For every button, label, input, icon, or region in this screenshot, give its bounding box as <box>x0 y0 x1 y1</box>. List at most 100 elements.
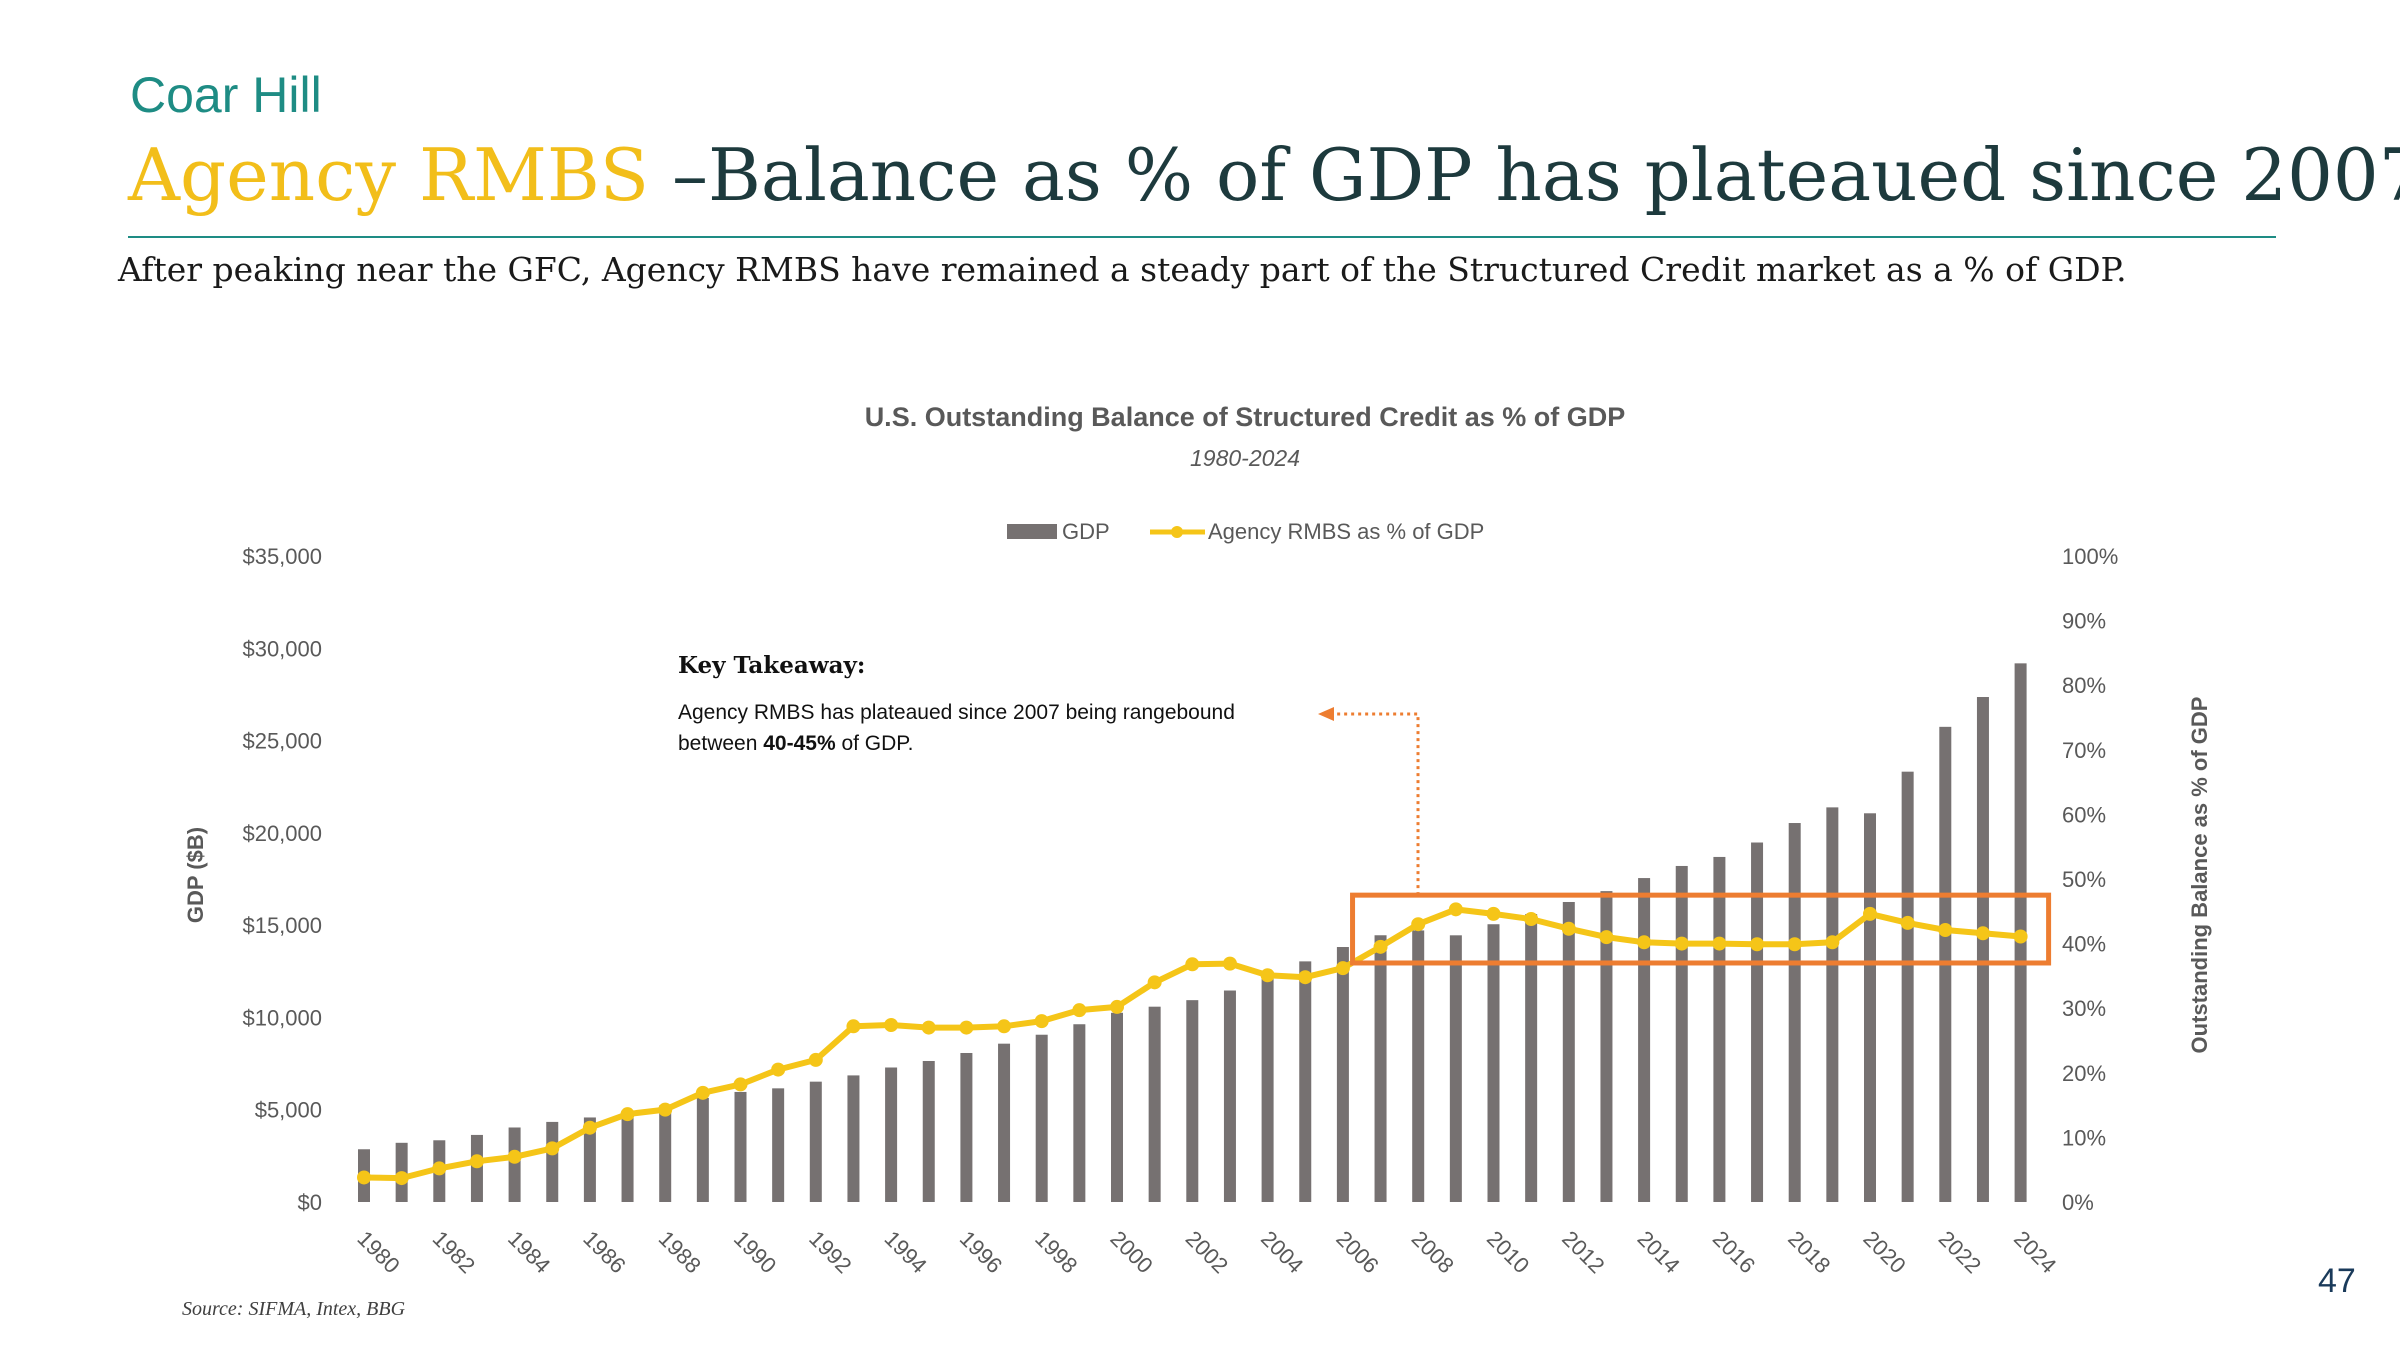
gdp-bar-2006 <box>1336 947 1349 1202</box>
rmbs-point-1993 <box>846 1019 861 1034</box>
x-tick-label: 1980 <box>352 1226 404 1278</box>
takeaway-title: Key Takeaway: <box>678 652 866 679</box>
gdp-bar-1989 <box>696 1097 709 1202</box>
gdp-bar-1988 <box>659 1105 672 1202</box>
x-tick-label: 1984 <box>503 1226 555 1278</box>
rmbs-points <box>357 902 2028 1186</box>
rmbs-point-1999 <box>1072 1003 1087 1018</box>
y-right-tick-label: 20% <box>2062 1061 2106 1086</box>
y-right-tick-label: 100% <box>2062 544 2118 569</box>
x-tick-label: 1986 <box>578 1226 630 1278</box>
y-left-tick-label: $25,000 <box>242 729 322 754</box>
y-right-tick-label: 0% <box>2062 1190 2094 1215</box>
rmbs-point-2014 <box>1637 935 1652 950</box>
legend-rmbs-marker <box>1171 526 1183 538</box>
gdp-bar-1983 <box>470 1134 483 1202</box>
rmbs-point-2006 <box>1335 961 1350 976</box>
gdp-bars <box>358 663 2027 1202</box>
gdp-bar-1984 <box>508 1127 521 1202</box>
gdp-bar-1995 <box>922 1060 935 1202</box>
title-rest: –Balance as % of GDP has plateaued since… <box>649 133 2400 217</box>
x-tick-label: 1992 <box>804 1226 856 1278</box>
rmbs-point-2012 <box>1561 921 1576 936</box>
rmbs-point-1992 <box>808 1052 823 1067</box>
rmbs-point-1989 <box>695 1085 710 1100</box>
x-tick-label: 1988 <box>654 1226 706 1278</box>
title-divider <box>128 236 2276 238</box>
x-tick-label: 1990 <box>729 1226 781 1278</box>
gdp-bar-1990 <box>734 1091 747 1202</box>
y-right-tick-label: 70% <box>2062 738 2106 763</box>
x-tick-label: 1996 <box>955 1226 1007 1278</box>
x-tick-label: 2016 <box>1708 1226 1760 1278</box>
gdp-bar-2014 <box>1638 878 1651 1202</box>
brand-name: Coar Hill <box>130 67 322 123</box>
x-tick-label: 1994 <box>880 1226 932 1278</box>
takeaway-body-text: Agency RMBS has plateaued since 2007 bei… <box>678 701 1235 755</box>
rmbs-point-1995 <box>921 1020 936 1035</box>
rmbs-point-1983 <box>469 1154 484 1169</box>
rmbs-point-2003 <box>1222 956 1237 971</box>
highlight-box <box>1350 892 2052 966</box>
x-axis-ticks: 1980 1982 1984 1986 1988 1990 1992 1994 1996 1998… <box>352 1226 2061 1278</box>
rmbs-point-1990 <box>733 1077 748 1092</box>
y-left-tick-label: $10,000 <box>242 1005 322 1030</box>
rmbs-point-2015 <box>1674 936 1689 951</box>
x-tick-label: 2024 <box>2009 1226 2061 1278</box>
gdp-bar-2011 <box>1525 914 1538 1202</box>
x-tick-label: 2010 <box>1482 1226 1534 1278</box>
x-tick-label: 2000 <box>1105 1226 1157 1278</box>
rmbs-point-2013 <box>1599 930 1614 945</box>
y-right-tick-label: 30% <box>2062 996 2106 1021</box>
x-tick-label: 1998 <box>1030 1226 1082 1278</box>
x-tick-label: 2012 <box>1557 1226 1609 1278</box>
gdp-bar-2000 <box>1111 1012 1123 1202</box>
rmbs-point-1996 <box>959 1020 974 1035</box>
rmbs-point-1986 <box>582 1120 597 1135</box>
gdp-bar-1985 <box>546 1121 559 1202</box>
rmbs-point-1994 <box>884 1017 899 1032</box>
chart-title: U.S. Outstanding Balance of Structured C… <box>865 402 1626 432</box>
rmbs-point-2007 <box>1373 939 1388 954</box>
y-axis-right-ticks: 0% 10% 20% 30% 40% 50% 60% 70% 80% 90% 100% <box>2062 544 2118 1215</box>
page-subtitle: After peaking near the GFC, Agency RMBS … <box>118 250 2127 289</box>
rmbs-point-1987 <box>620 1107 635 1122</box>
gdp-bar-2009 <box>1449 935 1462 1202</box>
y-left-tick-label: $30,000 <box>242 636 322 661</box>
y-right-tick-label: 60% <box>2062 802 2106 827</box>
rmbs-point-2002 <box>1185 957 1200 972</box>
rmbs-point-2017 <box>1750 937 1765 952</box>
gdp-bar-2016 <box>1713 856 1726 1202</box>
rmbs-point-2022 <box>1938 923 1953 938</box>
y-axis-left-ticks: $0 $5,000 $10,000 $15,000 $20,000 $25,000 $30,… <box>242 544 322 1215</box>
rmbs-point-1991 <box>771 1062 786 1077</box>
rmbs-point-2004 <box>1260 968 1275 983</box>
gdp-bar-2007 <box>1374 935 1387 1202</box>
rmbs-point-1982 <box>432 1161 447 1176</box>
rmbs-point-2008 <box>1411 917 1426 932</box>
gdp-bar-2001 <box>1148 1006 1161 1202</box>
gdp-bar-2005 <box>1299 961 1312 1202</box>
x-tick-label: 2004 <box>1256 1226 1308 1278</box>
rmbs-point-1980 <box>357 1170 371 1185</box>
rmbs-point-2001 <box>1147 975 1162 990</box>
gdp-bar-2017 <box>1751 842 1764 1202</box>
rmbs-point-1998 <box>1034 1014 1049 1029</box>
gdp-bar-1992 <box>809 1081 822 1202</box>
key-takeaway: Key Takeaway: Agency RMBS has plateaued … <box>678 652 1318 759</box>
gdp-bar-1999 <box>1073 1024 1086 1202</box>
gdp-bar-2010 <box>1487 924 1500 1202</box>
gdp-bar-1998 <box>1035 1034 1048 1202</box>
rmbs-point-2018 <box>1787 937 1802 952</box>
x-tick-label: 2006 <box>1331 1226 1383 1278</box>
rmbs-point-2009 <box>1448 902 1463 917</box>
rmbs-point-2000 <box>1110 999 1124 1014</box>
y-left-tick-label: $20,000 <box>242 821 322 846</box>
gdp-bar-2020 <box>1864 813 1876 1202</box>
y-left-tick-label: $15,000 <box>242 913 322 938</box>
x-tick-label: 2022 <box>1934 1226 1986 1278</box>
gdp-bar-1986 <box>583 1117 596 1202</box>
source-note: Source: SIFMA, Intex, BBG <box>182 1298 406 1320</box>
rmbs-point-1985 <box>545 1141 560 1156</box>
